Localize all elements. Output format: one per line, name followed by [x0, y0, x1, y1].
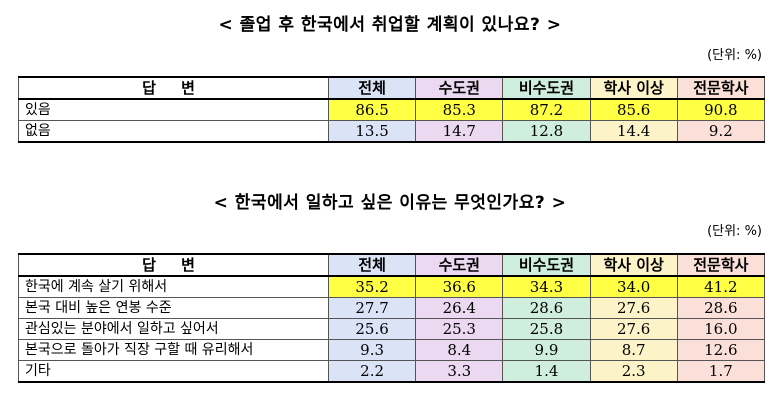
row-label: 본국 대비 높은 연봉 수준	[18, 297, 329, 319]
cell-bachelor: 27.6	[589, 297, 678, 319]
cell-total: 13.5	[327, 120, 417, 143]
header-metro: 수도권	[415, 253, 504, 277]
header-answer: 답 변	[18, 253, 329, 277]
table-header-row: 답 변 전체 수도권 비수도권 학사 이상 전문학사	[18, 253, 765, 277]
cell-metro: 3.3	[415, 360, 504, 383]
cell-nonmetro: 12.8	[502, 120, 591, 143]
cell-total: 86.5	[327, 98, 417, 121]
work-reason-table: 답 변 전체 수도권 비수도권 학사 이상 전문학사 한국에 계속 살기 위해서…	[18, 253, 765, 383]
row-label: 기타	[18, 360, 329, 383]
row-label: 없음	[18, 120, 329, 143]
cell-bachelor: 34.0	[589, 275, 678, 298]
cell-college: 41.2	[676, 275, 765, 298]
row-label: 있음	[18, 98, 329, 121]
cell-metro: 25.3	[415, 318, 504, 340]
cell-metro: 85.3	[415, 98, 504, 121]
cell-metro: 14.7	[415, 120, 504, 143]
cell-bachelor: 85.6	[589, 98, 678, 121]
cell-nonmetro: 25.8	[502, 318, 591, 340]
section1-unit: (단위: %)	[707, 48, 762, 63]
cell-total: 27.7	[327, 297, 417, 319]
cell-bachelor: 2.3	[589, 360, 678, 383]
cell-total: 2.2	[327, 360, 417, 383]
header-college: 전문학사	[676, 253, 765, 277]
table-header-row: 답 변 전체 수도권 비수도권 학사 이상 전문학사	[18, 76, 765, 100]
cell-metro: 26.4	[415, 297, 504, 319]
cell-college: 12.6	[676, 339, 765, 361]
header-metro: 수도권	[415, 76, 504, 100]
table-row: 본국으로 돌아가 직장 구할 때 유리해서 9.3 8.4 9.9 8.7 12…	[18, 339, 765, 361]
table-row: 관심있는 분야에서 일하고 싶어서 25.6 25.3 25.8 27.6 16…	[18, 318, 765, 340]
table-row: 없음 13.5 14.7 12.8 14.4 9.2	[18, 120, 765, 143]
row-label: 본국으로 돌아가 직장 구할 때 유리해서	[18, 339, 329, 361]
cell-college: 28.6	[676, 297, 765, 319]
header-nonmetro: 비수도권	[502, 253, 591, 277]
header-answer: 답 변	[18, 76, 329, 100]
cell-metro: 8.4	[415, 339, 504, 361]
cell-college: 1.7	[676, 360, 765, 383]
table-row: 기타 2.2 3.3 1.4 2.3 1.7	[18, 360, 765, 383]
cell-total: 9.3	[327, 339, 417, 361]
row-label: 한국에 계속 살기 위해서	[18, 275, 329, 298]
cell-bachelor: 8.7	[589, 339, 678, 361]
cell-total: 35.2	[327, 275, 417, 298]
cell-college: 9.2	[676, 120, 765, 143]
cell-metro: 36.6	[415, 275, 504, 298]
header-nonmetro: 비수도권	[502, 76, 591, 100]
row-label: 관심있는 분야에서 일하고 싶어서	[18, 318, 329, 340]
header-bachelor: 학사 이상	[589, 253, 678, 277]
cell-nonmetro: 34.3	[502, 275, 591, 298]
table-row: 본국 대비 높은 연봉 수준 27.7 26.4 28.6 27.6 28.6	[18, 297, 765, 319]
section2-title: < 한국에서 일하고 싶은 이유는 무엇인가요? >	[213, 193, 567, 213]
cell-nonmetro: 1.4	[502, 360, 591, 383]
cell-college: 90.8	[676, 98, 765, 121]
section1-title: < 졸업 후 한국에서 취업할 계획이 있나요? >	[218, 15, 562, 35]
header-total: 전체	[327, 76, 417, 100]
table-row: 있음 86.5 85.3 87.2 85.6 90.8	[18, 98, 765, 121]
section2-unit: (단위: %)	[707, 224, 762, 239]
cell-college: 16.0	[676, 318, 765, 340]
cell-bachelor: 27.6	[589, 318, 678, 340]
table-row: 한국에 계속 살기 위해서 35.2 36.6 34.3 34.0 41.2	[18, 275, 765, 298]
cell-nonmetro: 28.6	[502, 297, 591, 319]
header-college: 전문학사	[676, 76, 765, 100]
cell-nonmetro: 87.2	[502, 98, 591, 121]
cell-total: 25.6	[327, 318, 417, 340]
employment-plan-table: 답 변 전체 수도권 비수도권 학사 이상 전문학사 있음 86.5 85.3 …	[18, 76, 765, 143]
cell-nonmetro: 9.9	[502, 339, 591, 361]
header-total: 전체	[327, 253, 417, 277]
header-bachelor: 학사 이상	[589, 76, 678, 100]
cell-bachelor: 14.4	[589, 120, 678, 143]
